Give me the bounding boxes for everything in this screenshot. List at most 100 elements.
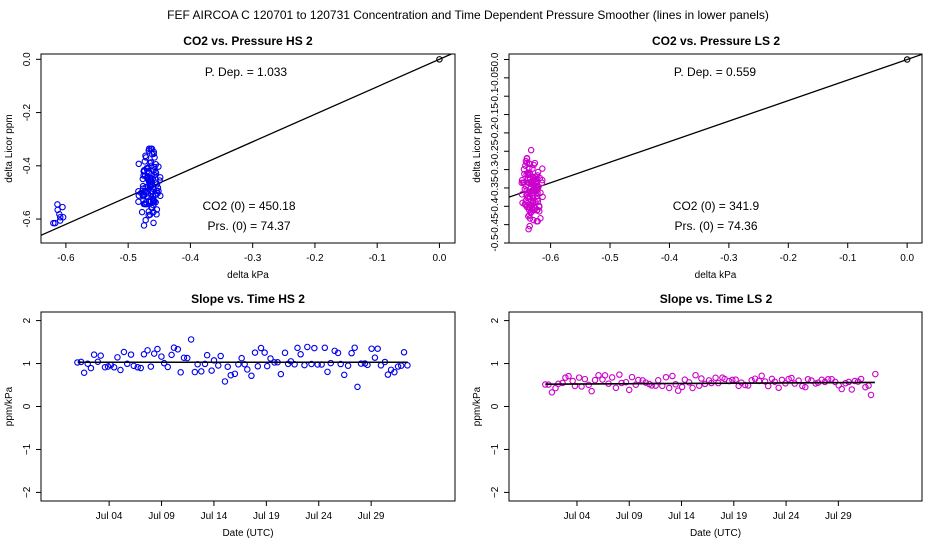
data-point <box>552 384 559 392</box>
data-point <box>150 219 157 227</box>
data-point <box>334 349 342 357</box>
data-point <box>764 382 772 390</box>
x-tick-label: Jul 09 <box>148 511 175 522</box>
data-point <box>534 218 541 225</box>
y-tick-label: −2 <box>22 486 33 498</box>
chart-title: CO2 vs. Pressure HS 2 <box>183 34 313 48</box>
data-point <box>528 180 536 188</box>
x-tick-label: -0.3 <box>244 253 262 264</box>
data-point <box>201 360 209 368</box>
data-point <box>227 371 234 379</box>
data-point <box>151 198 158 205</box>
data-point <box>157 174 164 181</box>
chart-title: CO2 vs. Pressure LS 2 <box>652 34 780 48</box>
x-tick-label: -0.1 <box>839 253 857 264</box>
data-point <box>187 336 195 343</box>
data-point <box>400 349 408 356</box>
data-point <box>534 168 542 176</box>
data-point <box>138 208 146 216</box>
x-tick-label: -0.2 <box>306 253 324 264</box>
data-point <box>867 391 875 399</box>
data-point <box>152 161 160 168</box>
data-point <box>788 374 795 382</box>
data-point <box>154 345 161 353</box>
panel-p3: Slope vs. Time HS 2 Jul 04 Jul 09 Jul 14 Jul… <box>4 292 456 539</box>
reference-point <box>903 56 911 63</box>
y-tick-label: −2 <box>490 486 501 498</box>
data-point <box>527 209 534 217</box>
data-point <box>150 350 158 357</box>
data-point <box>50 219 57 227</box>
data-point <box>608 374 616 381</box>
data-point <box>142 154 150 161</box>
y-tick-label: -0.5 <box>490 234 501 252</box>
y-tick-label: 0 <box>22 403 33 409</box>
data-point <box>148 204 156 212</box>
data-point <box>110 364 118 371</box>
data-point <box>120 348 128 356</box>
data-point <box>612 384 620 392</box>
data-point <box>591 376 599 384</box>
data-point <box>90 351 98 358</box>
data-point <box>595 372 602 379</box>
data-point <box>134 364 141 371</box>
y-tick-label: 1 <box>22 360 33 366</box>
data-point <box>857 375 865 383</box>
x-tick-label: Jul 19 <box>253 511 280 522</box>
data-point <box>150 208 157 216</box>
data-point <box>712 374 719 382</box>
data-point <box>529 192 537 200</box>
data-point <box>348 349 355 357</box>
data-point <box>114 354 121 361</box>
data-point <box>56 211 63 218</box>
data-point <box>758 372 765 380</box>
x-tick-label: -0.6 <box>542 253 560 264</box>
data-point <box>244 366 251 373</box>
data-point <box>529 165 536 172</box>
data-point <box>872 370 879 378</box>
panel-p4: Slope vs. Time LS 2 Jul 04 Jul 09 Jul 14 Jul… <box>472 292 923 539</box>
data-point <box>535 202 543 210</box>
data-point <box>150 167 157 174</box>
data-point <box>527 146 535 154</box>
y-tick-label: -0.3 <box>490 161 501 179</box>
data-point <box>741 381 749 389</box>
data-point <box>635 376 642 384</box>
data-point <box>848 386 856 393</box>
data-point <box>144 347 151 354</box>
data-point <box>144 175 151 182</box>
data-point <box>384 371 392 378</box>
data-point <box>548 389 556 396</box>
data-point <box>215 362 222 369</box>
y-tick-label: -0.4 <box>22 157 33 175</box>
data-point <box>135 192 143 199</box>
data-point <box>518 191 526 198</box>
fit-line <box>41 54 453 236</box>
data-point <box>130 362 138 370</box>
data-point <box>254 363 262 370</box>
y-tick-label: -0.45 <box>490 213 501 236</box>
data-point <box>732 376 739 383</box>
data-point <box>304 343 311 351</box>
data-point <box>84 360 91 367</box>
data-point <box>59 203 66 211</box>
data-point <box>371 354 379 361</box>
plot-frame <box>508 311 923 502</box>
data-point <box>804 375 812 383</box>
x-axis-label: delta kPa <box>227 270 269 281</box>
data-point <box>628 373 636 381</box>
data-point <box>160 359 168 367</box>
x-tick-label: -0.4 <box>182 253 200 264</box>
y-tick-label: -0.1 <box>490 87 501 105</box>
data-point <box>145 145 153 153</box>
data-point <box>616 371 623 378</box>
y-tick-label: 1 <box>490 360 501 366</box>
data-point <box>521 170 528 178</box>
x-tick-label: Jul 19 <box>720 511 747 522</box>
data-point <box>862 383 869 391</box>
data-point <box>217 352 224 360</box>
data-point <box>145 208 153 215</box>
data-point <box>261 349 268 356</box>
x-tick-label: Jul 24 <box>773 511 800 522</box>
data-point <box>357 360 365 367</box>
